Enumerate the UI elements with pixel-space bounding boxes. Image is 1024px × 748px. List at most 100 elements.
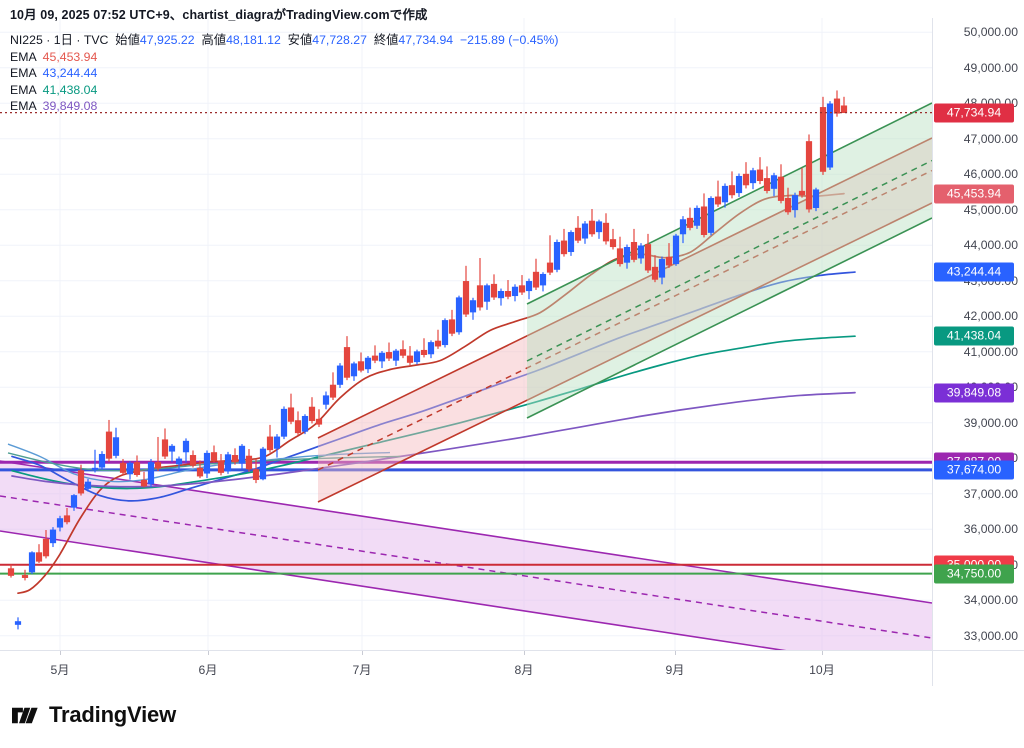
candle bbox=[147, 458, 155, 488]
ema-line-2 bbox=[11, 271, 856, 502]
legend-ema-row-3: EMA 41,438.04 bbox=[10, 82, 558, 99]
price-axis[interactable]: 50,000.0049,000.0048,000.0047,000.0046,0… bbox=[932, 18, 1024, 650]
ema1-price-badge[interactable]: 45,453.94 bbox=[934, 184, 1014, 204]
time-axis[interactable]: 5月 6月 7月 8月 9月 10月 bbox=[0, 650, 932, 686]
candle bbox=[686, 207, 694, 231]
candle bbox=[14, 617, 22, 630]
candle bbox=[28, 551, 36, 575]
legend-ema-row-2: EMA 43,244.44 bbox=[10, 65, 558, 82]
candle bbox=[637, 243, 645, 264]
legend-ema-value-2: 43,244.44 bbox=[42, 66, 98, 80]
candle bbox=[168, 444, 176, 462]
legend-change: −215.89 bbox=[459, 33, 505, 47]
candle bbox=[525, 278, 533, 300]
candle bbox=[7, 564, 15, 578]
price-tick-36000: 36,000.00 bbox=[963, 522, 1018, 537]
legend-symbol[interactable]: NI225 bbox=[10, 33, 43, 47]
legend-ema-label-1: EMA bbox=[10, 49, 37, 64]
candle bbox=[238, 444, 246, 469]
level-37674-badge[interactable]: 37,674.00 bbox=[934, 460, 1014, 480]
price-tick-47000: 47,000.00 bbox=[963, 131, 1018, 146]
candle bbox=[546, 235, 554, 276]
ema-line-1 bbox=[17, 192, 845, 595]
candle bbox=[154, 436, 162, 472]
legend-ohlc-row: NI225 · 1日 · TVC 始値47,925.22 高値48,181.12… bbox=[10, 32, 558, 49]
candle bbox=[630, 228, 638, 263]
price-tick-46000: 46,000.00 bbox=[963, 167, 1018, 182]
candle bbox=[112, 427, 120, 459]
candle bbox=[805, 134, 813, 213]
candle bbox=[336, 363, 344, 388]
candle bbox=[287, 393, 295, 425]
time-tick-mark bbox=[524, 650, 525, 655]
candle bbox=[476, 258, 484, 311]
candle bbox=[427, 340, 435, 359]
candle bbox=[175, 456, 183, 472]
candle bbox=[602, 213, 610, 245]
candle bbox=[707, 196, 715, 236]
candle bbox=[203, 450, 211, 479]
candle bbox=[665, 243, 673, 268]
candle bbox=[462, 265, 470, 317]
green-rising-channel bbox=[526, 102, 932, 419]
time-tick-10月: 10月 bbox=[809, 663, 835, 677]
candle bbox=[672, 233, 680, 266]
candle bbox=[42, 529, 50, 559]
chart-svg bbox=[0, 18, 932, 650]
candle bbox=[399, 340, 407, 359]
candle bbox=[189, 450, 197, 468]
candle bbox=[483, 283, 491, 310]
candle bbox=[196, 460, 204, 479]
price-tick-49000: 49,000.00 bbox=[963, 60, 1018, 75]
candle bbox=[210, 445, 218, 463]
legend-sep-2: · bbox=[72, 33, 84, 47]
legend-open-label: 始値 bbox=[115, 33, 140, 47]
ema4-price-badge[interactable]: 39,849.08 bbox=[934, 383, 1014, 403]
legend-interval[interactable]: 1日 bbox=[53, 33, 73, 47]
candle bbox=[84, 478, 92, 492]
tradingview-wordmark: TradingView bbox=[49, 702, 176, 727]
candle bbox=[343, 336, 351, 381]
candle bbox=[434, 329, 442, 349]
time-tick-mark bbox=[675, 650, 676, 655]
legend-high-label: 高値 bbox=[201, 33, 227, 47]
candle bbox=[679, 216, 687, 244]
legend-low-label: 安値 bbox=[287, 33, 313, 47]
candle bbox=[574, 216, 582, 244]
chart-canvas[interactable] bbox=[0, 18, 932, 650]
candle bbox=[231, 448, 239, 465]
candle bbox=[21, 569, 29, 581]
ema3-price-badge[interactable]: 41,438.04 bbox=[934, 326, 1014, 346]
tradingview-mark-icon bbox=[12, 707, 38, 723]
candle bbox=[126, 461, 134, 480]
legend-exchange: TVC bbox=[83, 33, 109, 47]
level-34750-badge[interactable]: 34,750.00 bbox=[934, 564, 1014, 584]
price-tick-41000: 41,000.00 bbox=[963, 344, 1018, 359]
candle bbox=[266, 424, 274, 453]
price-tick-42000: 42,000.00 bbox=[963, 309, 1018, 324]
tradingview-logo: TradingView bbox=[12, 702, 176, 728]
candle bbox=[224, 451, 232, 474]
candle bbox=[280, 406, 288, 440]
candle bbox=[392, 348, 400, 366]
price-tick-45000: 45,000.00 bbox=[963, 202, 1018, 217]
price-tick-39000: 39,000.00 bbox=[963, 415, 1018, 430]
candle bbox=[420, 338, 428, 358]
candle bbox=[441, 318, 449, 348]
ema2-price-badge[interactable]: 43,244.44 bbox=[934, 262, 1014, 282]
price-axis-divider bbox=[932, 18, 933, 686]
candle bbox=[812, 187, 820, 212]
time-tick-mark bbox=[822, 650, 823, 655]
candle bbox=[35, 544, 43, 564]
legend-ema-rows: EMA 45,453.94 EMA 43,244.44 EMA 41,438.04 EMA 3… bbox=[10, 49, 558, 115]
last-price-badge[interactable]: 47,734.94 bbox=[934, 103, 1014, 123]
legend-open-value: 47,925.22 bbox=[139, 33, 195, 47]
candle bbox=[322, 391, 330, 410]
candle bbox=[798, 167, 806, 198]
candle bbox=[518, 275, 526, 295]
candle bbox=[140, 471, 148, 488]
price-tick-37000: 37,000.00 bbox=[963, 486, 1018, 501]
chart-caption: 10月 09, 2025 07:52 UTC+9、chartist_diagra… bbox=[10, 8, 428, 22]
candle bbox=[301, 414, 309, 435]
legend-sep-1: · bbox=[42, 33, 54, 47]
